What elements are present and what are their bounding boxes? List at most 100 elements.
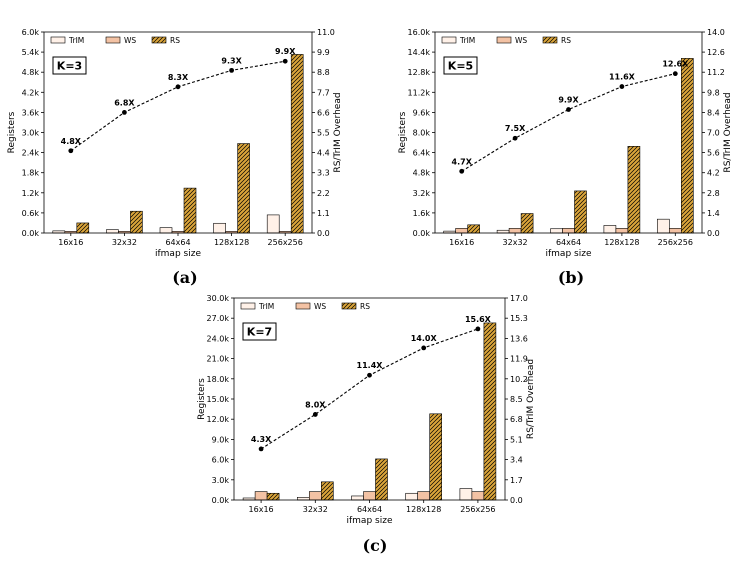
y-tick-label: 24.0k	[207, 334, 230, 343]
legend-swatch-ws	[295, 302, 311, 310]
y-tick-label: 4.8k	[413, 169, 431, 178]
y2-tick-label: 0.0	[317, 229, 330, 238]
legend-swatch-trim	[240, 302, 256, 310]
bar-rs-64x64	[574, 190, 587, 234]
bar-trim-128x128	[213, 222, 226, 234]
legend-swatch-rs	[341, 302, 357, 310]
y-tick-label: 11.2k	[408, 88, 431, 97]
x-tick-label: 128x128	[604, 238, 639, 247]
y-tick-label: 9.0k	[212, 435, 230, 444]
legend-label: RS	[170, 36, 180, 45]
bar-rs-128x128	[237, 143, 250, 234]
x-tick-label: 256x256	[268, 238, 303, 247]
bar-trim-256x256	[459, 488, 473, 501]
y2-tick-label: 11.0	[317, 28, 335, 37]
bar-trim-64x64	[351, 495, 364, 501]
y-tick-label: 12.0k	[207, 415, 230, 424]
y-tick-label: 2.4k	[22, 149, 40, 158]
y-tick-label: 6.0k	[22, 28, 40, 37]
bar-rs-64x64	[375, 458, 388, 501]
y2-tick-label: 4.4	[317, 149, 330, 158]
bar-ws-128x128	[615, 228, 629, 234]
y-axis-label: Registers	[7, 111, 17, 153]
overhead-point	[229, 67, 235, 73]
y-tick-label: 3.0k	[212, 476, 230, 485]
overhead-point	[367, 372, 372, 378]
overhead-label: 14.0X	[411, 334, 438, 343]
y2-tick-label: 2.8	[707, 189, 720, 198]
y-tick-label: 6.4k	[413, 149, 431, 158]
overhead-label: 6.8X	[114, 98, 135, 107]
legend-swatch-ws	[105, 36, 121, 44]
overhead-point	[282, 58, 288, 64]
overhead-point	[512, 135, 518, 141]
x-tick-label: 16x16	[249, 505, 274, 514]
k-annotation-text: K=3	[57, 60, 82, 73]
overhead-point	[122, 110, 127, 115]
overhead-label: 8.0X	[305, 400, 326, 409]
legend-swatch-rs	[542, 36, 558, 44]
y-tick-label: 0.0k	[413, 229, 431, 238]
bar-ws-64x64	[363, 491, 376, 501]
legend-label: WS	[124, 36, 136, 45]
y2-tick-label: 15.3	[510, 314, 528, 323]
y2-axis-label: RS/TrIM Overhead	[333, 92, 343, 172]
legend-label: RS	[360, 302, 370, 311]
y-tick-label: 16.0k	[408, 28, 431, 37]
x-axis-label: ifmap size	[546, 249, 592, 259]
bar-rs-256x256	[290, 54, 304, 234]
y2-tick-label: 7.0	[707, 129, 720, 138]
caption-b: (b)	[558, 268, 584, 287]
bar-rs-256x256	[483, 322, 497, 501]
x-tick-label: 256x256	[658, 238, 693, 247]
legend-label: TrIM	[68, 36, 84, 45]
bar-rs-16x16	[76, 222, 90, 234]
overhead-label: 4.7X	[452, 157, 473, 166]
chart-panel-c: 0.0k 3.0k 6.0k 9.0k 12.0k 15.0k 18.0k 21.0k 24.0…	[197, 294, 536, 526]
legend-label: TrIM	[459, 36, 475, 45]
overhead-label: 4.3X	[251, 435, 272, 444]
y2-tick-label: 1.1	[317, 209, 330, 218]
y2-tick-label: 8.8	[317, 68, 330, 77]
y-tick-label: 15.0k	[207, 395, 230, 404]
y2-tick-label: 1.4	[707, 209, 720, 218]
overhead-label: 9.9X	[558, 96, 579, 105]
y-axis-label: Registers	[197, 378, 207, 420]
overhead-point	[312, 412, 318, 417]
y2-tick-label: 7.7	[317, 88, 330, 97]
bar-rs-32x32	[320, 481, 334, 501]
overhead-point	[566, 107, 571, 112]
y-tick-label: 5.4k	[22, 48, 40, 57]
overhead-label: 15.6X	[465, 315, 492, 324]
bar-rs-64x64	[183, 187, 197, 234]
bar-ws-16x16	[455, 228, 469, 234]
overhead-point	[175, 84, 181, 90]
bar-rs-128x128	[429, 413, 443, 501]
x-axis-label: ifmap size	[155, 249, 201, 259]
y2-tick-label: 8.5	[510, 395, 523, 404]
overhead-point	[258, 446, 264, 452]
caption-a: (a)	[172, 268, 198, 287]
x-tick-label: 64x64	[556, 238, 581, 247]
y2-tick-label: 5.6	[707, 149, 720, 158]
y-tick-label: 18.0k	[207, 375, 230, 384]
legend-label: TrIM	[258, 302, 274, 311]
bar-ws-32x32	[308, 491, 322, 501]
y-tick-label: 1.6k	[413, 209, 431, 218]
y2-tick-label: 5.1	[510, 435, 523, 444]
k-annotation-box	[242, 322, 277, 341]
y2-tick-label: 11.2	[707, 68, 725, 77]
bar-trim-32x32	[296, 497, 310, 501]
x-tick-label: 128x128	[406, 505, 441, 514]
chart-panel-a: 0.0k 0.6k 1.2k 1.8k 2.4k 3.0k 3.6k 4.2k 4.8k 5.4k…	[7, 28, 343, 259]
overhead-label: 9.9X	[275, 47, 296, 56]
y2-tick-label: 9.8	[707, 88, 720, 97]
y-tick-label: 0.0k	[22, 229, 40, 238]
y2-tick-label: 3.4	[510, 456, 523, 465]
bar-ws-64x64	[562, 228, 575, 234]
y2-tick-label: 10.2	[510, 375, 528, 384]
y-axis-label: Registers	[398, 111, 408, 153]
k-annotation-box	[443, 56, 478, 75]
bar-rs-16x16	[266, 492, 280, 501]
